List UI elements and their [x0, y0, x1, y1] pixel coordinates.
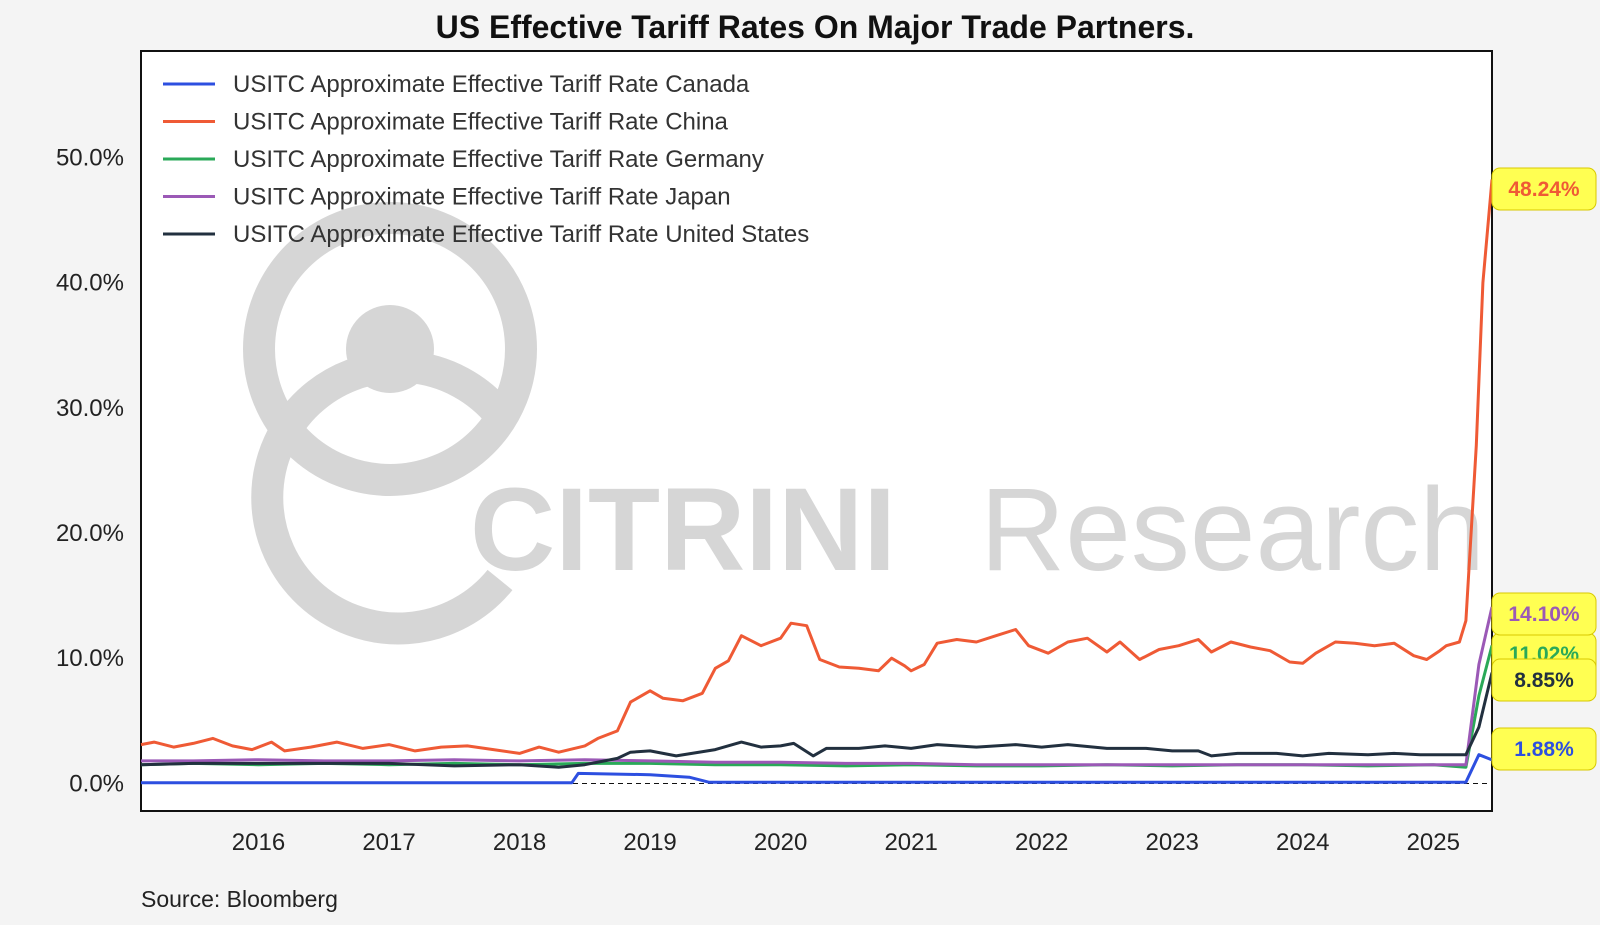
end-label-value: 1.88% — [1514, 738, 1574, 761]
x-tick-label: 2025 — [1407, 829, 1460, 856]
watermark-ring-upper — [243, 202, 537, 496]
x-tick-label: 2017 — [362, 829, 415, 856]
x-tick-label: 2019 — [623, 829, 676, 856]
series-line-3 — [141, 606, 1494, 767]
series-lines — [140, 179, 1494, 785]
y-tick-label: 10.0% — [56, 645, 124, 672]
end-value-labels: 48.24%11.02%14.10%8.85%1.88% — [1491, 167, 1597, 771]
end-label-box — [1491, 658, 1597, 702]
end-label-value: 48.24% — [1508, 178, 1580, 201]
end-label-box — [1491, 592, 1597, 636]
series-line-0 — [141, 753, 1493, 785]
x-tick-label: 2016 — [232, 829, 285, 856]
series-line-4 — [140, 672, 1494, 769]
x-tick-label: 2022 — [1015, 829, 1068, 856]
legend-label: USITC Approximate Effective Tariff Rate … — [233, 109, 729, 136]
x-tick-label: 2023 — [1146, 829, 1199, 856]
y-tick-label: 20.0% — [56, 520, 124, 547]
legend-label: USITC Approximate Effective Tariff Rate … — [233, 184, 731, 211]
x-tick-label: 2024 — [1276, 829, 1329, 856]
watermark-arc-lower — [251, 350, 513, 645]
x-tick-label: 2020 — [754, 829, 807, 856]
end-label-value: 14.10% — [1508, 603, 1580, 626]
end-label-box — [1491, 167, 1597, 211]
y-tick-label: 0.0% — [69, 770, 124, 797]
y-tick-label: 50.0% — [56, 144, 124, 171]
watermark-suffix: Research — [980, 464, 1485, 596]
source-note: Source: Bloomberg — [141, 886, 338, 912]
y-axis-ticks: 0.0% 10.0% 20.0% 30.0% 40.0% 50.0% — [56, 144, 124, 797]
x-tick-label: 2021 — [884, 829, 937, 856]
legend-label: USITC Approximate Effective Tariff Rate … — [233, 71, 750, 98]
end-label-box — [1491, 727, 1597, 771]
x-tick-label: 2018 — [493, 829, 546, 856]
end-label-value: 8.85% — [1514, 669, 1574, 692]
watermark-logo: CITRINI Research — [243, 202, 1485, 645]
chart-title: US Effective Tariff Rates On Major Trade… — [436, 9, 1195, 45]
legend-label: USITC Approximate Effective Tariff Rate … — [233, 221, 809, 248]
y-tick-label: 30.0% — [56, 395, 124, 422]
legend: USITC Approximate Effective Tariff Rate … — [163, 71, 809, 248]
plot-area — [140, 50, 1493, 812]
y-tick-label: 40.0% — [56, 270, 124, 297]
legend-label: USITC Approximate Effective Tariff Rate … — [233, 146, 764, 173]
watermark-brand: CITRINI — [470, 464, 896, 596]
x-axis-ticks: 2016 2017 2018 2019 2020 2021 2022 2023 2024 2025 — [232, 829, 1460, 856]
series-line-1 — [140, 179, 1494, 755]
